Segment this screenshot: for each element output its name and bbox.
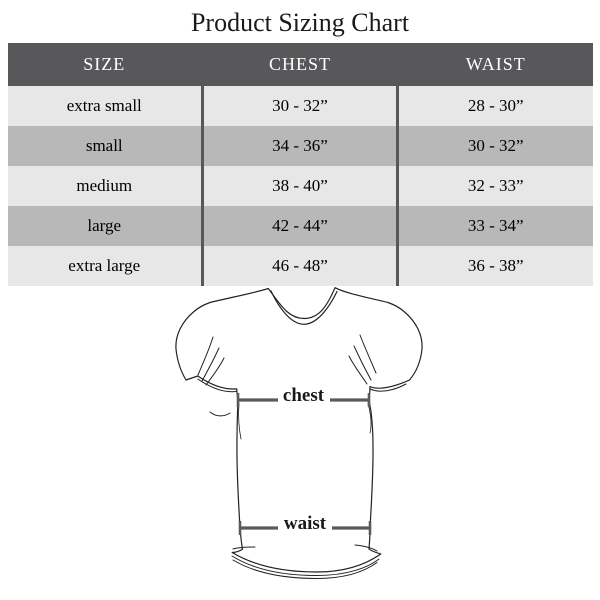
- svg-text:waist: waist: [284, 513, 327, 534]
- svg-text:chest: chest: [283, 385, 325, 406]
